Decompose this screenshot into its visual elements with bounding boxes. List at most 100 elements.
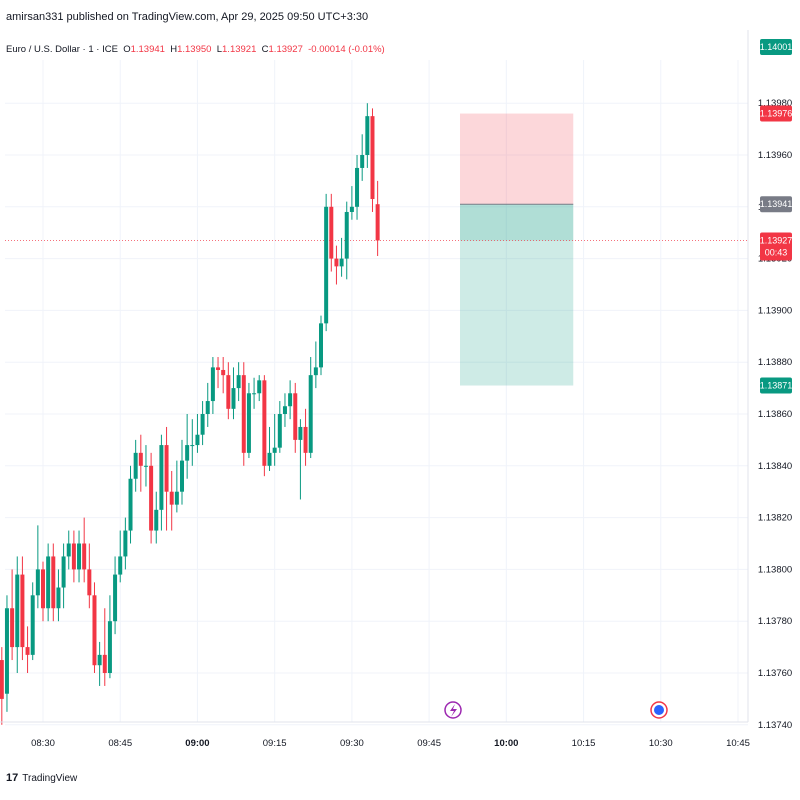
candle-body xyxy=(66,543,71,557)
economic-event-icon[interactable] xyxy=(650,701,668,719)
brand-footer[interactable]: 17 TradingView xyxy=(6,772,77,784)
candle-body xyxy=(169,491,174,505)
countdown-label: 00:43 xyxy=(765,247,788,257)
candle-body xyxy=(303,426,308,453)
candle-body xyxy=(360,155,365,168)
price-tick-label: 1.13980 xyxy=(758,98,792,109)
candle-body xyxy=(41,569,45,609)
candle-body xyxy=(149,465,154,531)
time-tick-label: 10:00 xyxy=(494,738,518,749)
price-tick-label: 1.13860 xyxy=(758,409,792,420)
candle-body xyxy=(10,608,15,648)
price-tick-label: 1.13840 xyxy=(758,461,792,472)
candle-body xyxy=(195,434,200,446)
candle-body xyxy=(61,556,66,588)
candle-body xyxy=(35,569,40,596)
candle-body xyxy=(205,401,210,414)
price-tick-label: 1.13780 xyxy=(758,616,792,627)
price-tick-label: 1.13940 xyxy=(758,202,792,213)
price-badge-label: 1.13927 xyxy=(760,235,793,245)
candle-body xyxy=(138,452,143,466)
candle-body xyxy=(4,608,9,694)
time-tick-label: 09:00 xyxy=(185,738,209,749)
price-axis[interactable]: 1.13980 1.13960 1.13940 1.13920 1.13900 1.138… xyxy=(747,30,792,731)
low-value: 1.13921 xyxy=(222,44,257,55)
time-tick-label: 10:30 xyxy=(649,738,673,749)
time-tick-label: 08:45 xyxy=(108,738,132,749)
candle-body xyxy=(308,375,313,453)
candle-body xyxy=(185,445,190,461)
candle-body xyxy=(226,375,231,409)
candle-body xyxy=(257,380,262,394)
candle-body xyxy=(216,367,221,370)
candle-body xyxy=(313,367,318,376)
candle-body xyxy=(118,556,123,575)
candle-body xyxy=(252,393,257,395)
close-label: C xyxy=(261,44,269,55)
candle-body xyxy=(272,447,277,453)
price-badge xyxy=(760,377,792,394)
stop-loss-zone xyxy=(460,113,574,205)
candle-body xyxy=(77,543,82,570)
candle-body xyxy=(107,621,112,673)
low-label: L xyxy=(216,44,223,55)
candle-body xyxy=(159,445,164,510)
candle-body xyxy=(324,206,329,324)
price-tick-label: 1.13740 xyxy=(758,720,792,731)
candle-body xyxy=(246,393,251,453)
candle-body xyxy=(355,167,360,207)
high-value: 1.13950 xyxy=(177,44,212,55)
candle-body xyxy=(375,204,380,241)
time-tick-label: 08:30 xyxy=(31,738,55,749)
candle-body xyxy=(25,647,30,655)
candle-body xyxy=(262,380,267,466)
candle-body xyxy=(221,369,226,376)
brand-name: TradingView xyxy=(22,772,78,784)
symbol-title[interactable]: Euro / U.S. Dollar · 1 · ICE xyxy=(6,44,118,55)
candle-body xyxy=(282,406,287,414)
candle-body xyxy=(82,543,87,570)
candle-body xyxy=(277,414,282,448)
grid-lines xyxy=(5,60,748,726)
candle-body xyxy=(210,367,215,402)
candle-body xyxy=(128,478,133,531)
price-badge-label: 1.13871 xyxy=(760,381,793,391)
flag-icon xyxy=(654,705,664,715)
candle-body xyxy=(30,595,35,655)
price-tick-label: 1.13760 xyxy=(758,668,792,679)
earnings-event-icon[interactable] xyxy=(444,701,462,719)
price-badges: 1.14001 1.13976 1.13941 1.13927 00:43 1.13871 xyxy=(760,39,793,394)
candle-body xyxy=(20,574,25,648)
time-tick-label: 10:15 xyxy=(572,738,596,749)
candle-body xyxy=(365,116,370,155)
candle-body xyxy=(164,445,169,492)
price-tick-label: 1.13800 xyxy=(758,564,792,575)
price-tick-label: 1.13960 xyxy=(758,150,792,161)
take-profit-zone xyxy=(460,240,574,386)
time-tick-label: 09:45 xyxy=(417,738,441,749)
time-tick-label: 09:15 xyxy=(263,738,287,749)
price-badge xyxy=(760,196,792,213)
change-value: -0.00014 (-0.01%) xyxy=(308,44,385,55)
candle-body xyxy=(174,491,179,505)
time-axis[interactable]: 08:30 08:45 09:00 09:15 09:30 09:45 10:00 10:15… xyxy=(0,721,750,749)
price-badge-label: 1.13976 xyxy=(760,109,793,119)
price-badge xyxy=(760,232,792,261)
candle-body xyxy=(370,116,375,200)
price-badge-label: 1.14001 xyxy=(760,42,793,52)
candle-body xyxy=(339,258,344,267)
price-badge xyxy=(760,105,792,122)
candle-body xyxy=(236,375,241,389)
candle-body xyxy=(344,211,349,259)
profit-filled-zone xyxy=(460,204,574,241)
candle-body xyxy=(56,587,61,609)
time-tick-label: 09:30 xyxy=(340,738,364,749)
price-tick-label: 1.13820 xyxy=(758,513,792,524)
candle-body xyxy=(241,375,246,453)
candles[interactable] xyxy=(0,103,380,725)
candle-body xyxy=(154,509,159,531)
event-markers[interactable] xyxy=(444,701,668,719)
long-position-tool[interactable] xyxy=(5,113,748,386)
candle-body xyxy=(200,414,205,435)
